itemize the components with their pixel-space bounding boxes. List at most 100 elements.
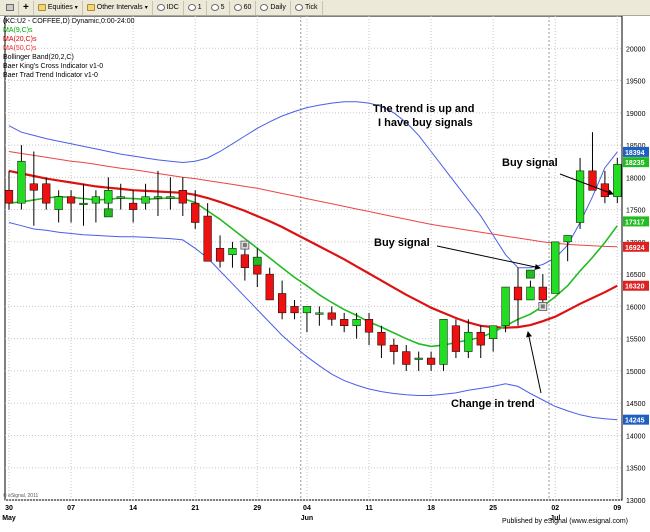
toolbar-item-1[interactable]: 1 bbox=[184, 0, 207, 15]
candle-body-up bbox=[153, 196, 163, 199]
candle-body-down bbox=[340, 319, 349, 327]
price-badge-bg bbox=[623, 157, 649, 168]
candle bbox=[340, 312, 349, 333]
y-tick-label: 17500 bbox=[626, 208, 646, 215]
candle-body-up bbox=[352, 319, 361, 327]
toolbar-item-label: Other Intervals bbox=[96, 4, 143, 11]
candle bbox=[203, 203, 212, 262]
candle-body-up bbox=[302, 306, 312, 314]
candle bbox=[364, 312, 374, 346]
x-tick-label: 04 bbox=[303, 505, 311, 512]
y-tick-label: 20000 bbox=[626, 46, 646, 53]
annotation-trend-line1: The trend is up and bbox=[373, 103, 474, 115]
toolbar-item-other-intervals[interactable]: Other Intervals ▾ bbox=[83, 0, 153, 15]
toolbar-item-equities[interactable]: Equities ▾ bbox=[34, 0, 83, 15]
candle bbox=[302, 306, 312, 333]
toolbar-item-label: 5 bbox=[220, 4, 225, 11]
candle bbox=[551, 241, 560, 294]
signal-square-inner bbox=[242, 243, 247, 248]
candle-body-up bbox=[613, 164, 622, 197]
toolbar-item-5[interactable]: 5 bbox=[207, 0, 230, 15]
clock-icon bbox=[294, 4, 303, 11]
x-tick-label: 07 bbox=[67, 505, 75, 512]
price-badge: 17317 bbox=[623, 216, 649, 227]
candle-body-up bbox=[104, 189, 113, 204]
candle bbox=[327, 306, 336, 326]
candle-body-down bbox=[327, 312, 336, 320]
candle bbox=[575, 157, 585, 229]
published-by-text: Published by eSignal (www.esignal.com) bbox=[502, 518, 628, 525]
candle-body-up bbox=[464, 331, 473, 352]
candle bbox=[389, 338, 398, 365]
candle-body-down bbox=[203, 215, 212, 262]
y-tick-label: 13500 bbox=[626, 466, 646, 473]
candle bbox=[178, 177, 187, 217]
x-tick-label: 21 bbox=[191, 505, 199, 512]
clock-icon bbox=[260, 4, 269, 11]
candle bbox=[4, 170, 14, 210]
candle bbox=[613, 157, 622, 204]
chart-area[interactable]: 13000 13500 14000 14500 15000 15500 16000 16500… bbox=[0, 15, 650, 527]
price-badge: 16924 bbox=[623, 241, 649, 252]
price-badge-bg bbox=[623, 414, 649, 425]
clock-icon bbox=[156, 4, 165, 11]
chart-toolbar: + Equities ▾ Other Intervals ▾ IDC 1 5 60 Daily Ti… bbox=[0, 0, 650, 16]
price-chart[interactable]: 13000 13500 14000 14500 15000 15500 16000 16500… bbox=[0, 15, 650, 527]
price-badge-text: 18394 bbox=[625, 150, 645, 157]
arrow-buy-signal-1 bbox=[436, 245, 541, 270]
candle-body-down bbox=[402, 351, 411, 365]
watermark-text: © eSignal, 2011 bbox=[3, 492, 39, 499]
candle-body-down bbox=[42, 183, 51, 204]
toolbar-item-label: Daily bbox=[270, 4, 286, 11]
toolbar-item-label: 1 bbox=[197, 4, 202, 11]
price-badge: 16320 bbox=[623, 280, 649, 291]
x-tick-label: 30 bbox=[5, 505, 13, 512]
x-month-label: May bbox=[2, 515, 16, 522]
toolbar-item-plus[interactable]: + bbox=[19, 0, 34, 15]
toolbar-item-pin[interactable] bbox=[2, 0, 19, 15]
toolbar-item-daily[interactable]: Daily bbox=[256, 0, 291, 15]
y-tick-label: 19000 bbox=[626, 111, 646, 118]
chevron-down-icon: ▾ bbox=[74, 5, 78, 11]
legend-item: Baer Trad Trend Indicator v1-0 bbox=[3, 72, 98, 79]
candle bbox=[290, 299, 299, 320]
candle bbox=[439, 319, 448, 371]
pin-icon bbox=[6, 4, 14, 11]
candle-body-up bbox=[526, 286, 535, 301]
price-badge-text: 14245 bbox=[625, 418, 645, 425]
candle-body-up bbox=[116, 196, 125, 199]
candle bbox=[501, 286, 510, 333]
y-tick-label: 18000 bbox=[626, 175, 646, 182]
price-badge-bg bbox=[623, 146, 649, 157]
y-tick-label: 15000 bbox=[626, 369, 646, 376]
signal-square-inner bbox=[540, 304, 545, 309]
candle-body-down bbox=[191, 202, 200, 223]
candle bbox=[476, 325, 485, 359]
price-badge-text: 16924 bbox=[625, 245, 645, 252]
candle-body-up bbox=[563, 235, 572, 243]
folder-icon bbox=[37, 4, 46, 11]
candle bbox=[79, 183, 88, 226]
y-tick-label: 15500 bbox=[626, 337, 646, 344]
candle-body-up bbox=[315, 312, 324, 315]
y-tick-label: 13000 bbox=[626, 498, 646, 505]
price-badge: 18235 bbox=[623, 157, 649, 168]
candle bbox=[29, 151, 38, 226]
candle bbox=[17, 145, 26, 210]
y-tick-label: 14000 bbox=[626, 433, 646, 440]
x-tick-label: 09 bbox=[613, 505, 621, 512]
candle bbox=[228, 241, 237, 268]
candle bbox=[464, 319, 473, 359]
bollinger-upper-line bbox=[8, 101, 618, 269]
candle-body-up bbox=[575, 170, 585, 223]
candle-body-down bbox=[513, 286, 523, 301]
candle bbox=[66, 190, 76, 223]
toolbar-item-idc[interactable]: IDC bbox=[153, 0, 184, 15]
arrow-buy-signal-2 bbox=[559, 173, 614, 196]
toolbar-item-60[interactable]: 60 bbox=[230, 0, 257, 15]
annotation-change-in-trend: Change in trend bbox=[451, 398, 535, 410]
candle-body-down bbox=[389, 344, 398, 352]
candle-body-down bbox=[538, 286, 547, 301]
toolbar-item-label: IDC bbox=[166, 4, 179, 11]
toolbar-item-tick[interactable]: Tick bbox=[291, 0, 323, 15]
